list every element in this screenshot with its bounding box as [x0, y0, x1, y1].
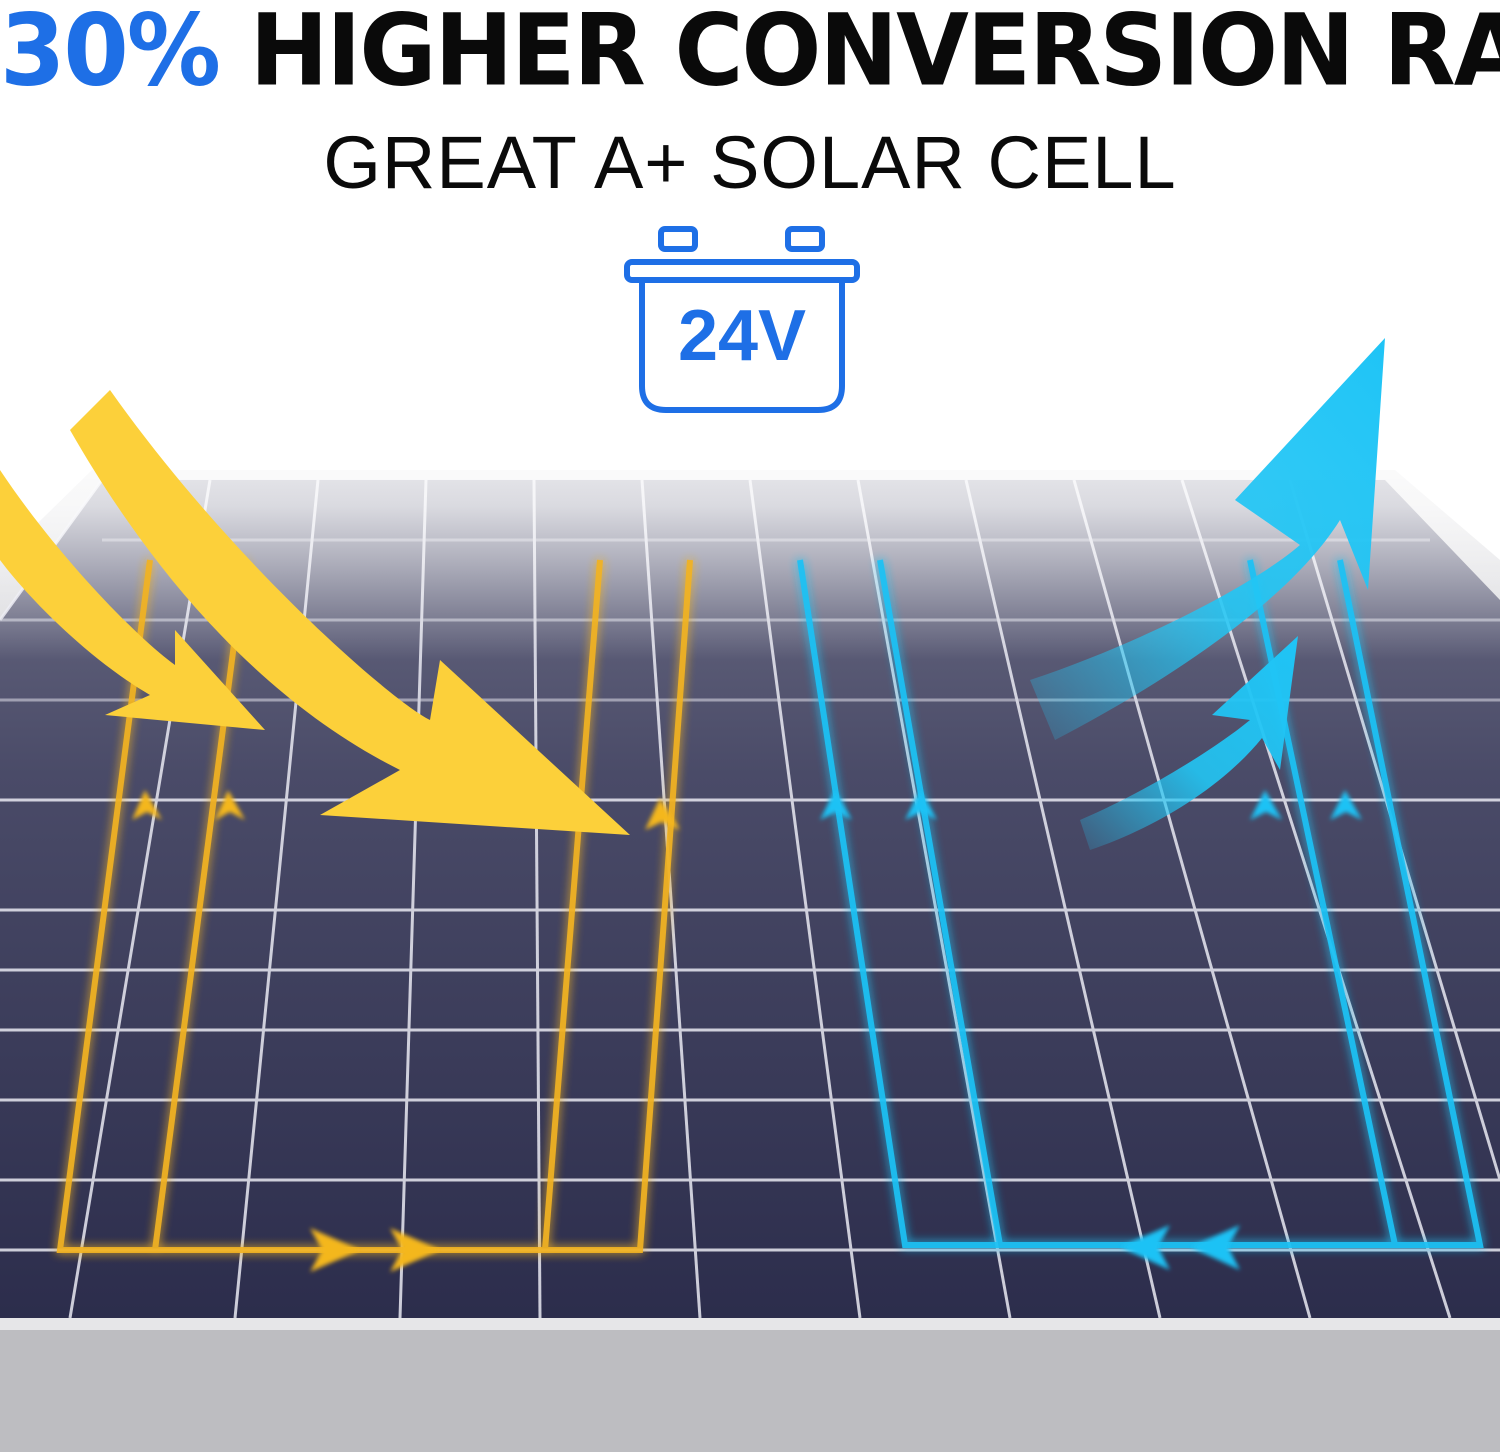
panel-bottom-edge	[0, 1318, 1500, 1452]
headline-main: HIGHER CONVERSION RATE	[249, 0, 1500, 109]
yellow-sun-arrow-large	[70, 390, 630, 835]
battery-icon	[624, 226, 860, 413]
battery-badge: 24V	[624, 226, 860, 416]
yellow-sun-arrow-small	[0, 470, 265, 730]
headline-accent: 30%	[0, 0, 221, 109]
headline: 30% HIGHER CONVERSION RATE	[0, 0, 1500, 113]
cyan-output-arrow-small	[1080, 636, 1298, 850]
voltage-label: 24V	[677, 296, 807, 376]
cyan-flow-arrows	[820, 790, 1362, 1270]
subhead: GREAT A+ SOLAR CELL	[323, 121, 1177, 204]
cyan-output-arrow-large	[1030, 338, 1385, 740]
yellow-flow-arrows	[132, 790, 680, 1272]
